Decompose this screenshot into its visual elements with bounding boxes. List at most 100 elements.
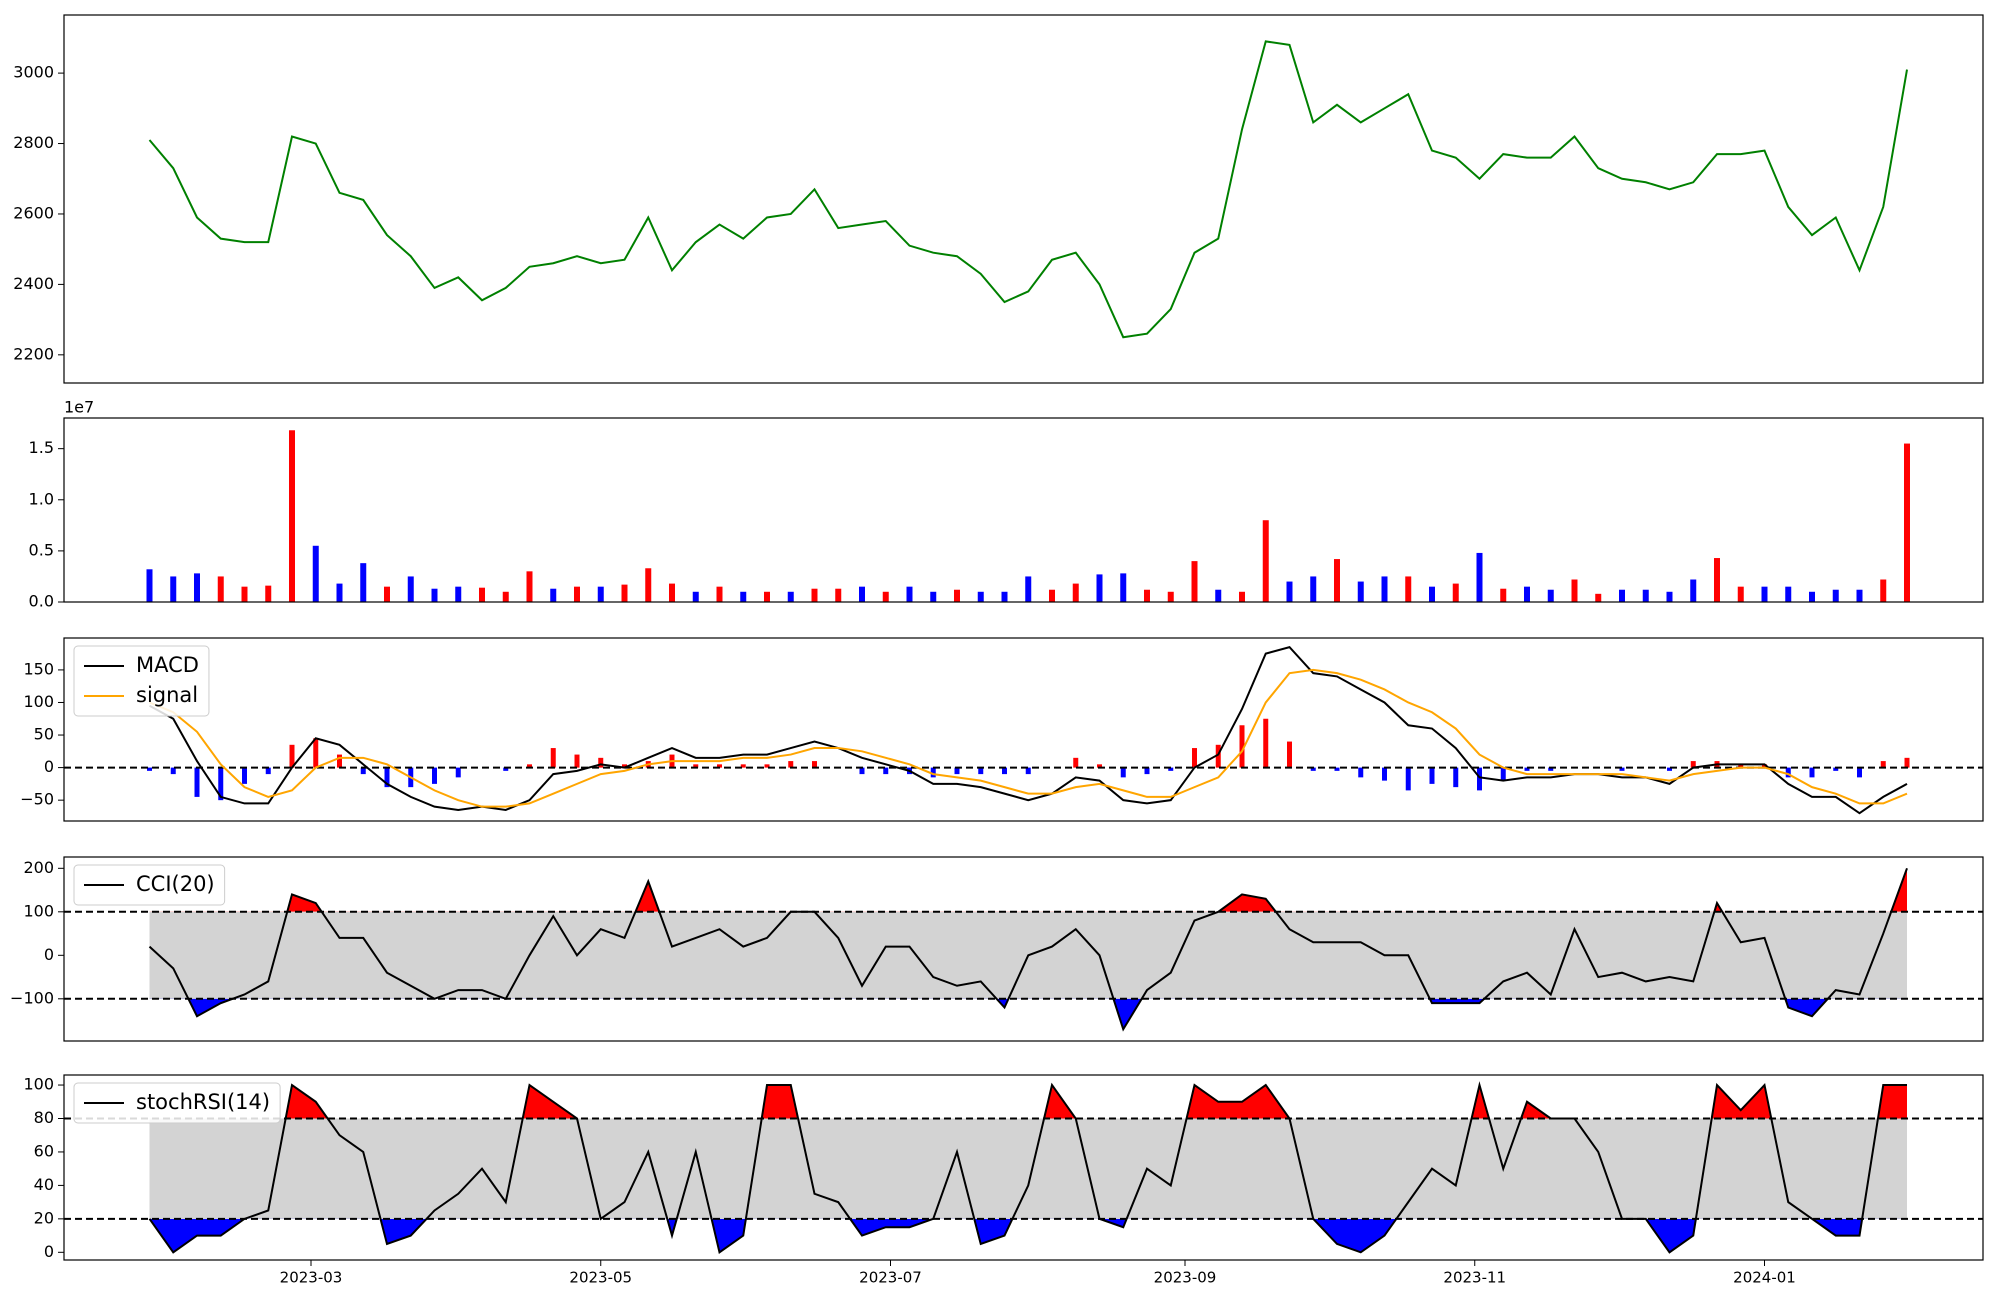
histogram-bar	[194, 767, 200, 797]
histogram-bar	[930, 767, 936, 778]
volume-bar	[1714, 558, 1720, 602]
histogram-bar	[1904, 757, 1910, 768]
histogram-bar	[550, 748, 556, 768]
volume-bar	[502, 591, 509, 602]
y-tick-label: 80	[34, 1108, 54, 1127]
y-tick-label: −50	[20, 790, 54, 809]
histogram-bar	[1762, 764, 1767, 768]
volume-bar	[764, 591, 770, 602]
y-tick-label: 2600	[13, 203, 54, 222]
y-tick-label: 100	[23, 692, 54, 711]
volume-bar	[1737, 586, 1744, 602]
histogram-bar	[337, 754, 342, 768]
volume-bar	[669, 583, 675, 602]
volume-bar	[1761, 586, 1768, 602]
histogram-bar	[883, 767, 889, 775]
histogram-bar	[313, 738, 319, 768]
histogram-bar	[764, 764, 770, 768]
volume-bar	[217, 576, 224, 602]
volume-bar	[550, 588, 557, 602]
histogram-bar	[1002, 767, 1007, 775]
histogram-bar	[1239, 725, 1245, 768]
histogram-bar	[170, 767, 176, 775]
volume-bar	[930, 591, 937, 602]
volume-bar	[835, 588, 842, 602]
volume-bar	[1476, 552, 1483, 602]
volume-bar	[574, 586, 580, 602]
volume-bar	[407, 576, 414, 602]
histogram-bar	[527, 764, 532, 768]
y-tick-label: 0	[44, 757, 54, 776]
volume-bar	[621, 584, 628, 602]
y-tick-label: −100	[10, 988, 54, 1007]
volume-bar	[1832, 589, 1839, 602]
volume-bar	[1904, 443, 1910, 602]
legend: stochRSI(14)	[73, 1082, 281, 1124]
volume-bar	[1001, 591, 1008, 602]
volume-bar	[1856, 589, 1863, 602]
volume-bar	[265, 585, 272, 602]
volume-bar	[336, 583, 343, 602]
histogram-bar	[1334, 767, 1340, 771]
histogram-bar	[1382, 767, 1387, 781]
histogram-bar	[1667, 767, 1672, 771]
y-tick-label: 2400	[13, 274, 54, 293]
histogram-bar	[788, 761, 794, 768]
volume-bar	[787, 591, 794, 602]
volume-bar	[1167, 591, 1174, 602]
histogram-bar	[242, 767, 247, 784]
volume-bar	[1619, 589, 1625, 602]
legend-box	[73, 1082, 281, 1124]
volume-bar	[977, 591, 984, 602]
histogram-bar	[1524, 767, 1530, 771]
volume-bar	[1239, 591, 1245, 602]
y-tick-label: 100	[23, 901, 54, 920]
histogram-bar	[740, 764, 746, 768]
histogram-bar	[360, 767, 366, 775]
x-tick-label: 2023-07	[859, 1269, 922, 1287]
histogram-bar	[147, 767, 152, 771]
histogram-bar	[265, 767, 271, 775]
volume-bar	[906, 586, 913, 602]
volume-bar	[455, 586, 462, 602]
legend-box	[73, 645, 210, 717]
series-line	[148, 867, 1908, 1032]
volume-bar	[1072, 583, 1079, 602]
x-tick-label: 2024-01	[1733, 1269, 1796, 1287]
volume-bar	[431, 588, 438, 602]
volume-bar	[1381, 576, 1388, 602]
volume-bar	[1642, 589, 1649, 602]
histogram-bar	[1500, 767, 1506, 781]
histogram-bar	[1619, 767, 1625, 771]
histogram-bar	[1738, 764, 1744, 768]
volume-bar	[1096, 574, 1103, 602]
volume-bar	[146, 569, 153, 602]
histogram-bar	[289, 744, 295, 768]
volume-bar	[1429, 586, 1435, 602]
volume-bar	[1357, 581, 1364, 602]
histogram-bar	[218, 767, 224, 801]
volume-bar	[526, 571, 533, 602]
y-tick-label: 0.0	[29, 592, 54, 611]
histogram-bar	[1144, 767, 1150, 775]
x-tick-label: 2023-11	[1443, 1269, 1506, 1287]
volume-bar	[1191, 561, 1198, 602]
y-tick-label: 50	[34, 725, 54, 744]
volume-bar	[1286, 581, 1293, 602]
volume-bar	[882, 591, 889, 602]
histogram-bar	[432, 767, 437, 784]
volume-bar	[1144, 589, 1150, 602]
offset-text: 1e7	[64, 398, 94, 417]
histogram-bar	[1453, 767, 1459, 788]
volume-bar	[170, 576, 177, 602]
x-tick-label: 2023-03	[280, 1269, 343, 1287]
volume-bar	[1310, 576, 1317, 602]
y-tick-label: 100	[23, 1075, 54, 1094]
volume-bar	[241, 586, 248, 602]
volume-bar	[1452, 583, 1459, 602]
histogram-bar	[1477, 767, 1482, 791]
plot-area	[64, 867, 1983, 1032]
y-tick-label: 2200	[13, 344, 54, 363]
x-tick-label: 2023-05	[569, 1269, 632, 1287]
